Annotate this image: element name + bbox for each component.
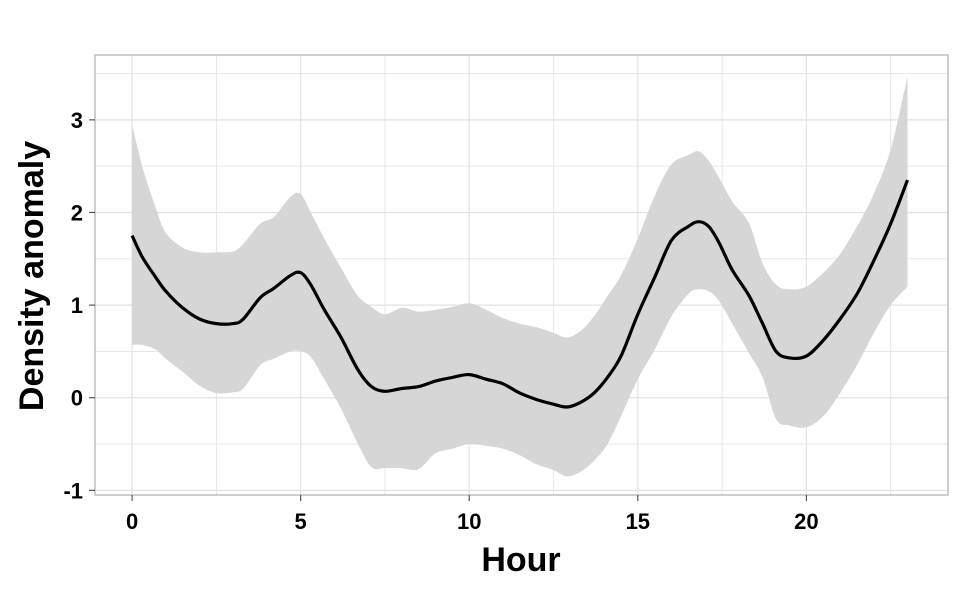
x-tick-label: 15	[626, 509, 650, 534]
x-axis-title: Hour	[481, 541, 560, 579]
x-axis-ticks: 0 5 10 15 20	[126, 495, 819, 534]
y-axis-title: Density anomaly	[13, 141, 51, 411]
y-tick-label: -1	[63, 478, 83, 503]
plot-frame	[94, 54, 949, 496]
x-tick-label: 5	[295, 509, 307, 534]
y-tick-label: 2	[71, 200, 83, 225]
y-axis-ticks: -1 0 1 2 3	[63, 108, 95, 503]
trend-line	[130, 179, 909, 409]
y-tick-label: 0	[71, 386, 83, 411]
confidence-band	[132, 76, 908, 477]
y-tick-label: 3	[71, 108, 83, 133]
x-tick-label: 10	[457, 509, 481, 534]
x-tick-label: 20	[794, 509, 818, 534]
x-tick-label: 0	[126, 509, 138, 534]
y-tick-label: 1	[71, 293, 83, 318]
